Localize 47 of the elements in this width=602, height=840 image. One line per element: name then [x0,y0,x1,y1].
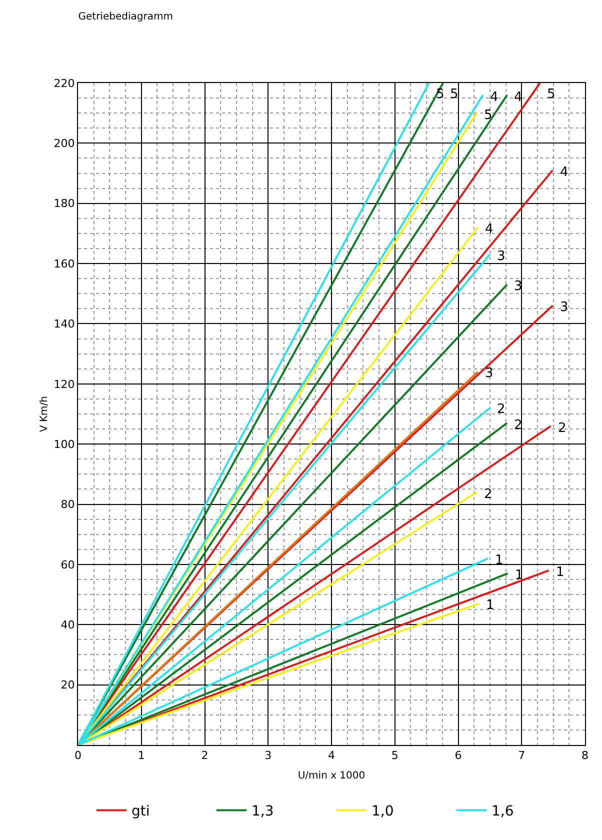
annotation: 2 [484,487,492,502]
x-tick-label: 6 [454,749,462,762]
annotation: 4 [490,90,498,105]
legend-label: 1,3 [252,804,274,820]
annotation: 1 [486,598,494,613]
annotation: 2 [497,402,506,417]
annotation: 3 [560,300,568,315]
x-axis-title: U/min x 1000 [298,770,366,782]
annotation: 1 [515,568,524,583]
y-tick-label: 120 [54,378,75,391]
y-tick-label: 200 [54,137,75,150]
y-tick-label: 220 [54,76,75,90]
y-tick-label: 40 [60,618,75,632]
annotation: 5 [547,87,556,102]
chart-title: Getriebediagramm [78,12,173,23]
annotation: 4 [485,222,494,237]
x-tick-label: 5 [391,749,398,762]
annotation: 1 [556,565,564,580]
x-tick-label: 0 [74,749,82,762]
y-axis-title: V Km/h [38,396,50,432]
annotation: 2 [558,421,566,436]
x-tick-label: 3 [264,749,272,762]
x-tick-label: 2 [201,749,208,762]
y-tick-label: 100 [54,438,75,451]
x-tick-label: 8 [582,749,588,762]
annotation: 2 [514,418,522,433]
y-tick-label: 160 [54,257,75,270]
y-tick-label: 60 [60,558,75,572]
annotation: 4 [514,90,522,105]
annotation: 5 [450,87,458,102]
x-tick-label: 7 [518,749,526,762]
annotation: 5 [484,108,492,123]
legend-label: 1,6 [492,804,514,820]
legend-label: 1,0 [372,804,394,820]
x-tick-label: 4 [328,749,335,762]
x-tick-label: 1 [138,749,145,762]
annotation: 3 [497,249,506,264]
y-tick-label: 80 [60,498,75,512]
y-tick-label: 20 [60,678,75,692]
annotation: 3 [514,279,522,294]
y-tick-label: 180 [54,197,75,210]
annotation: 3 [485,366,494,381]
annotation: 1 [495,553,504,568]
annotation: 5 [436,87,444,102]
annotation: 4 [560,165,568,180]
y-tick-label: 140 [54,318,75,331]
legend-label: gti [132,804,150,820]
